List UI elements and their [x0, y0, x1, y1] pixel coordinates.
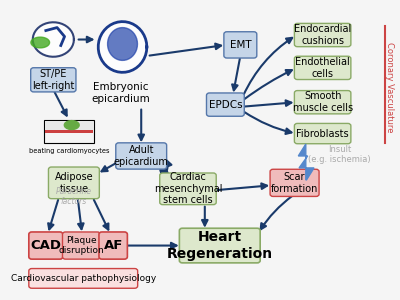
FancyBboxPatch shape — [62, 232, 100, 259]
Text: Smooth
muscle cells: Smooth muscle cells — [292, 92, 353, 113]
Text: Coronary Vasculature: Coronary Vasculature — [385, 42, 394, 133]
Text: Heart
Regeneration: Heart Regeneration — [167, 230, 273, 261]
Polygon shape — [33, 22, 74, 57]
Text: Adult
epicardium: Adult epicardium — [114, 145, 169, 167]
FancyBboxPatch shape — [294, 23, 351, 47]
Text: ST/PE
left-right: ST/PE left-right — [32, 69, 74, 91]
Text: CAD: CAD — [30, 239, 61, 252]
FancyBboxPatch shape — [116, 143, 167, 169]
Text: beating cardiomyocytes: beating cardiomyocytes — [29, 148, 110, 154]
Bar — [44, 120, 94, 142]
FancyBboxPatch shape — [160, 173, 216, 205]
Text: Adipose
tissue: Adipose tissue — [54, 172, 93, 194]
Text: AF: AF — [104, 239, 123, 252]
Polygon shape — [64, 121, 79, 130]
Text: Plaque
disruption: Plaque disruption — [58, 236, 104, 255]
Bar — [45, 121, 93, 130]
Text: Insult
(e.g. ischemia): Insult (e.g. ischemia) — [308, 145, 371, 164]
Text: Endothelial
cells: Endothelial cells — [295, 57, 350, 79]
Text: EMT: EMT — [230, 40, 251, 50]
Text: Cardiac
mesenchymal
stem cells: Cardiac mesenchymal stem cells — [154, 172, 222, 206]
Text: Fibroblasts: Fibroblasts — [296, 129, 349, 139]
FancyBboxPatch shape — [270, 169, 319, 196]
Polygon shape — [98, 22, 147, 72]
FancyBboxPatch shape — [31, 68, 76, 92]
Text: Endocardial
cushions: Endocardial cushions — [294, 24, 351, 46]
Text: Embryonic
epicardium: Embryonic epicardium — [91, 82, 150, 104]
FancyBboxPatch shape — [294, 123, 351, 144]
Text: Cardiovascular pathophysiology: Cardiovascular pathophysiology — [11, 274, 156, 283]
Text: EPDCs: EPDCs — [208, 100, 242, 110]
Text: Paracrine
factors: Paracrine factors — [56, 187, 92, 206]
FancyBboxPatch shape — [29, 268, 138, 288]
Bar — [45, 121, 93, 134]
FancyBboxPatch shape — [224, 32, 257, 58]
FancyBboxPatch shape — [179, 228, 260, 263]
FancyBboxPatch shape — [206, 93, 244, 116]
FancyBboxPatch shape — [29, 232, 63, 259]
FancyBboxPatch shape — [294, 91, 351, 114]
Text: Scar
formation: Scar formation — [271, 172, 318, 194]
FancyBboxPatch shape — [294, 56, 351, 80]
Polygon shape — [108, 28, 138, 60]
FancyBboxPatch shape — [99, 232, 127, 259]
Polygon shape — [31, 37, 50, 48]
Polygon shape — [298, 144, 314, 180]
FancyBboxPatch shape — [48, 167, 99, 199]
